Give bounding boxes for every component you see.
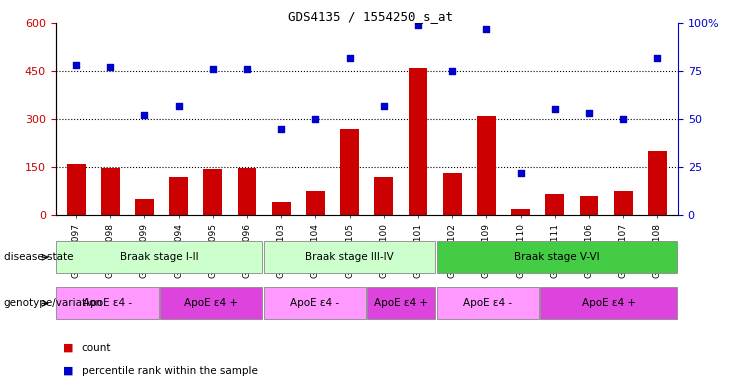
Bar <box>204 169 222 215</box>
Bar <box>368 288 435 319</box>
Bar <box>648 151 667 215</box>
Point <box>549 106 561 113</box>
Point <box>207 66 219 72</box>
Bar <box>436 242 677 273</box>
Bar <box>409 68 428 215</box>
Point <box>412 22 424 28</box>
Bar <box>436 288 539 319</box>
Text: disease state: disease state <box>4 252 73 262</box>
Bar <box>264 242 435 273</box>
Text: ■: ■ <box>63 343 73 353</box>
Bar <box>614 191 633 215</box>
Bar <box>101 168 120 215</box>
Bar <box>340 129 359 215</box>
Bar <box>67 164 85 215</box>
Bar <box>579 196 599 215</box>
Bar <box>511 209 530 215</box>
Bar <box>238 168 256 215</box>
Text: ApoE ε4 -: ApoE ε4 - <box>463 298 512 308</box>
Point <box>583 110 595 116</box>
Text: ApoE ε4 +: ApoE ε4 + <box>185 298 238 308</box>
Text: genotype/variation: genotype/variation <box>4 298 103 308</box>
Point <box>310 116 322 122</box>
Text: ApoE ε4 -: ApoE ε4 - <box>290 298 339 308</box>
Bar <box>272 202 290 215</box>
Point <box>481 26 493 32</box>
Bar <box>264 288 366 319</box>
Bar <box>56 242 262 273</box>
Point <box>651 55 663 61</box>
Text: GDS4135 / 1554250_s_at: GDS4135 / 1554250_s_at <box>288 10 453 23</box>
Bar <box>169 177 188 215</box>
Bar <box>135 199 154 215</box>
Bar <box>477 116 496 215</box>
Text: Braak stage I-II: Braak stage I-II <box>120 252 199 262</box>
Text: ApoE ε4 -: ApoE ε4 - <box>83 298 132 308</box>
Bar <box>374 177 393 215</box>
Point <box>344 55 356 61</box>
Point <box>276 126 288 132</box>
Point <box>617 116 629 122</box>
Text: percentile rank within the sample: percentile rank within the sample <box>82 366 257 376</box>
Text: ApoE ε4 +: ApoE ε4 + <box>374 298 428 308</box>
Point <box>515 170 527 176</box>
Text: count: count <box>82 343 111 353</box>
Text: ■: ■ <box>63 366 73 376</box>
Bar <box>545 194 565 215</box>
Bar <box>56 288 159 319</box>
Point <box>139 112 150 118</box>
Point <box>378 103 390 109</box>
Text: Braak stage III-IV: Braak stage III-IV <box>305 252 394 262</box>
Point <box>104 64 116 70</box>
Bar <box>540 288 677 319</box>
Point <box>70 62 82 68</box>
Text: Braak stage V-VI: Braak stage V-VI <box>514 252 599 262</box>
Bar <box>160 288 262 319</box>
Bar <box>443 174 462 215</box>
Text: ApoE ε4 +: ApoE ε4 + <box>582 298 636 308</box>
Point <box>241 66 253 72</box>
Point <box>173 103 185 109</box>
Point <box>446 68 458 74</box>
Bar <box>306 191 325 215</box>
